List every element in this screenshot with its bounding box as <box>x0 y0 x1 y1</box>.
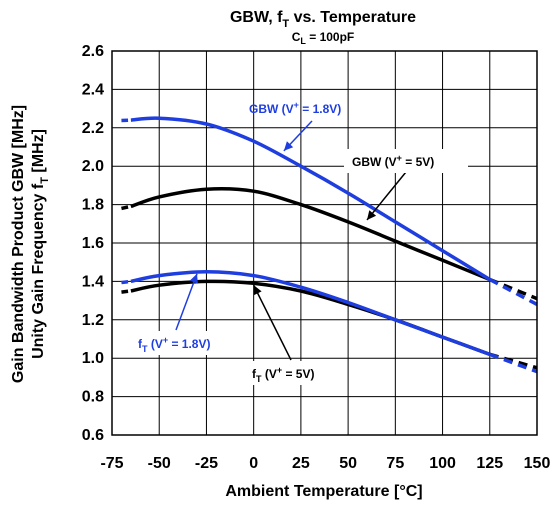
label-gbw-1p8v: GBW (V+ = 1.8V) <box>249 100 341 116</box>
x-tick-label: -25 <box>195 455 218 472</box>
label-gbw-5v-pre: GBW (V <box>352 155 397 169</box>
x-axis-label: Ambient Temperature [°C] <box>225 483 422 500</box>
label-gbw-1p8v-pre: GBW (V <box>249 102 294 116</box>
y-tick-labels: 0.6 0.8 1.0 1.2 1.4 1.6 1.8 2.0 2.2 2.4 2.6 <box>82 43 104 444</box>
arrowhead-gbw5 <box>367 210 377 220</box>
label-gbw-1p8v-post: = 1.8V) <box>299 102 341 116</box>
label-box-gbw-5v <box>344 149 468 173</box>
chart-subtitle-post: = 100pF <box>306 30 354 44</box>
label-ft-5v: fT (V+ = 5V) <box>252 365 314 384</box>
chart-title-sub: T <box>282 18 289 30</box>
annotations: GBW (V+ = 1.8V) GBW (V+ = 5V) fT (V+ = 1… <box>130 100 468 385</box>
y-tick-label: 2.6 <box>82 43 104 60</box>
label-ft-1p8v-post: = 1.8V) <box>168 337 210 351</box>
series-1-line <box>130 187 491 282</box>
y-tick-label: 1.6 <box>82 235 104 252</box>
label-ft-5v-mid: (V <box>262 367 277 381</box>
plot-frame <box>111 50 538 436</box>
x-tick-label: 125 <box>476 455 503 472</box>
arrowhead-gbw18 <box>283 141 294 151</box>
y-tick-label: 2.4 <box>82 81 104 98</box>
x-tick-label: 25 <box>292 455 310 472</box>
chart-subtitle-sub: L <box>300 36 306 46</box>
series-0-line <box>130 116 491 281</box>
y-tick-label: 1.8 <box>82 197 104 214</box>
y-axis-label-2-sub: T <box>39 177 51 184</box>
y-tick-label: 1.4 <box>82 273 104 290</box>
y-axis-label-2-post: [MHz] <box>30 129 47 177</box>
label-box-ft-5v <box>244 361 340 385</box>
arrowhead-ft18 <box>189 273 198 284</box>
series-group <box>121 116 538 374</box>
x-tick-label: 150 <box>524 455 551 472</box>
label-gbw-5v-post: = 5V) <box>402 155 434 169</box>
y-axis-label-2-pre: Unity Gain Frequency f <box>30 183 47 359</box>
label-ft-1p8v-mid: (V <box>148 337 163 351</box>
x-tick-label: 75 <box>386 455 404 472</box>
chart-title: GBW, fT vs. Temperature <box>230 9 416 30</box>
y-tick-label: 1.0 <box>82 350 104 367</box>
label-gbw-5v-sup: + <box>397 153 402 163</box>
series-2-line <box>130 270 491 357</box>
label-ft-5v-sub: T <box>256 374 262 384</box>
x-tick-label: 100 <box>429 455 456 472</box>
label-ft-1p8v-sub: T <box>142 344 148 354</box>
x-tick-label: -50 <box>148 455 171 472</box>
series-2-extrapolation <box>489 352 538 374</box>
x-tick-labels: -75 -50 -25 0 25 50 75 100 125 150 <box>100 455 550 472</box>
label-ft-1p8v: fT (V+ = 1.8V) <box>138 335 210 354</box>
series-3-lead-dash <box>121 289 129 294</box>
x-tick-label: 50 <box>339 455 357 472</box>
x-tick-label: 0 <box>249 455 258 472</box>
y-axis-label-1: Gain Bandwidth Product GBW [MHz] <box>10 105 27 383</box>
y-tick-label: 2.2 <box>82 120 104 137</box>
chart-title-pre: GBW, f <box>230 9 283 26</box>
arrow-ft-5v <box>252 284 292 361</box>
y-tick-label: 1.2 <box>82 312 104 329</box>
chart-title-post: vs. Temperature <box>289 9 416 26</box>
label-gbw-5v: GBW (V+ = 5V) <box>352 153 434 169</box>
label-ft-1p8v-pre: f <box>138 337 143 351</box>
y-tick-label: 0.6 <box>82 427 104 444</box>
x-tick-label: -75 <box>100 455 123 472</box>
series-0-extrapolation <box>488 277 538 306</box>
label-box-ft-1p8v <box>130 331 238 355</box>
y-axis-label-2: Unity Gain Frequency fT [MHz] <box>30 129 51 359</box>
label-gbw-1p8v-sup: + <box>294 100 299 110</box>
chart-subtitle-pre: C <box>292 30 301 44</box>
arrow-gbw-5v <box>366 171 407 221</box>
series-1-lead-dash <box>121 205 129 211</box>
arrow-ft-1p8v <box>175 273 198 331</box>
label-ft-1p8v-sup: + <box>163 335 168 345</box>
label-ft-5v-pre: f <box>252 367 257 381</box>
series-2-lead-dash <box>121 279 129 285</box>
y-tick-label: 0.8 <box>82 389 104 406</box>
arrowhead-ft5 <box>253 285 262 296</box>
label-ft-5v-sup: + <box>277 365 282 375</box>
y-tick-label: 2.0 <box>82 158 104 175</box>
label-ft-5v-post: = 5V) <box>282 367 314 381</box>
chart-subtitle: CL = 100pF <box>292 30 355 46</box>
